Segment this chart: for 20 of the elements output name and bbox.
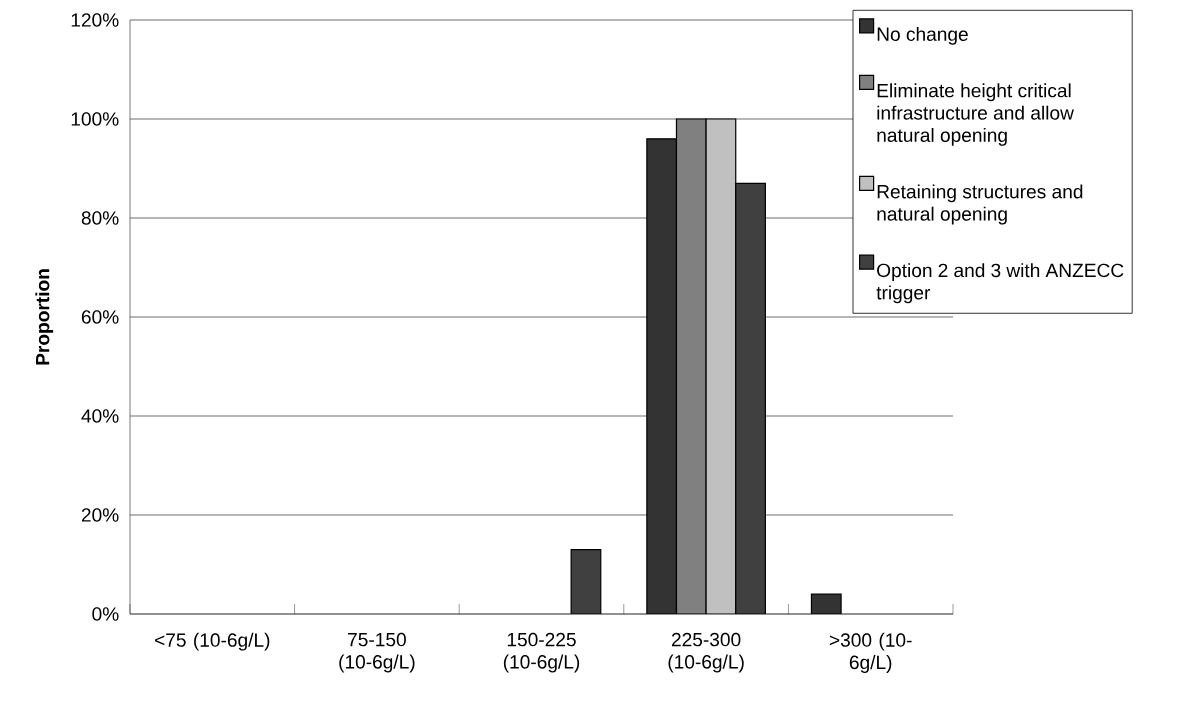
legend-label: Option 2 and 3 with ANZECC trigger (876, 263, 1124, 304)
y-tick-label: 20% (81, 508, 119, 522)
bar (735, 182, 766, 614)
legend-label: Retaining structures and natural opening (877, 184, 1083, 225)
x-tick-label: <75 (10-6g/L) (155, 632, 270, 651)
x-tick-label: 150-225 (10-6g/L) (503, 632, 580, 673)
y-tick-label: 60% (81, 310, 119, 324)
bar (646, 138, 678, 614)
legend-label: No change (877, 26, 968, 45)
y-tick-label: 0% (92, 607, 119, 621)
y-axis-title: Proportion (35, 269, 54, 365)
x-tick-label: >300 (10-6g/L) (829, 632, 912, 673)
legend-label: Eliminate height critical infrastructure and allow natural opening (877, 83, 1074, 146)
x-tick-label: 75-150 (10-6g/L) (339, 632, 415, 673)
y-tick-label: 120% (71, 13, 119, 27)
y-tick-label: 80% (81, 211, 119, 225)
y-tick-label: 100% (71, 112, 119, 126)
x-tick-label: 225-300 (10-6g/L) (668, 632, 744, 673)
y-tick-label: 40% (81, 409, 119, 423)
bar (570, 549, 602, 614)
